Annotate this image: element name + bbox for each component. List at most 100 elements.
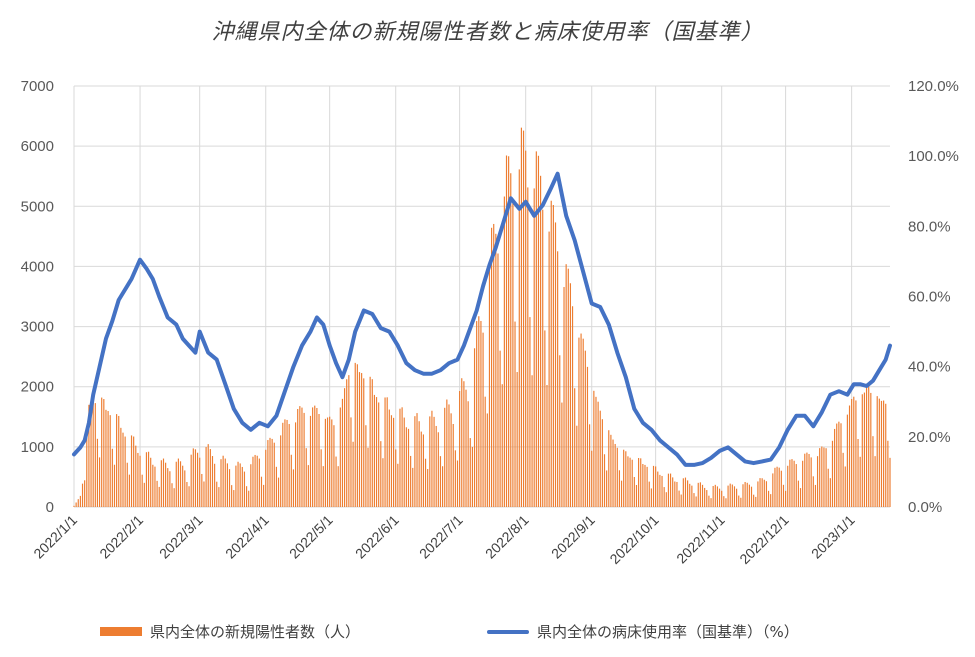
- bar: [150, 457, 152, 507]
- bar: [265, 449, 267, 507]
- bar: [799, 488, 802, 507]
- bar: [827, 468, 829, 507]
- bar: [182, 465, 184, 507]
- bar: [335, 456, 337, 507]
- bar: [723, 496, 725, 507]
- bar: [152, 464, 154, 507]
- bar: [312, 407, 314, 507]
- bar: [107, 411, 109, 507]
- bar: [361, 373, 363, 507]
- bar: [682, 478, 684, 507]
- bar: [644, 464, 646, 507]
- bar: [831, 440, 834, 507]
- bar: [767, 490, 770, 507]
- bar: [763, 479, 765, 507]
- bar: [629, 457, 631, 507]
- bar: [437, 432, 439, 507]
- x-tick-label: 2023/1/1: [808, 512, 858, 562]
- bar: [642, 464, 644, 507]
- bar: [248, 490, 250, 507]
- bar: [706, 490, 708, 507]
- bar: [322, 466, 324, 507]
- bar: [678, 490, 680, 507]
- bar: [846, 414, 848, 507]
- bar: [650, 488, 652, 507]
- y-right-tick-label: 40.0%: [908, 359, 951, 376]
- bar: [791, 459, 793, 507]
- bar: [614, 443, 616, 507]
- bar: [337, 466, 339, 507]
- bar: [738, 495, 740, 507]
- bar: [736, 488, 738, 507]
- bar: [821, 446, 823, 507]
- bar: [286, 419, 288, 507]
- bar: [542, 209, 544, 507]
- bar: [874, 456, 876, 507]
- bar: [416, 413, 418, 507]
- bar: [716, 486, 719, 507]
- bar: [855, 400, 857, 507]
- bar: [256, 455, 258, 507]
- bar: [292, 469, 295, 507]
- bar: [98, 457, 101, 507]
- legend-label-bars: 県内全体の新規陽性者数（人）: [150, 623, 361, 641]
- bar: [175, 461, 177, 507]
- bar: [727, 485, 729, 507]
- bar: [250, 464, 252, 507]
- bar: [324, 418, 326, 507]
- bar: [725, 498, 727, 507]
- bar: [92, 402, 94, 507]
- bar: [133, 436, 135, 507]
- bar: [446, 399, 448, 507]
- bar: [284, 419, 286, 507]
- bar: [646, 466, 648, 507]
- bar: [343, 388, 346, 507]
- bar: [141, 474, 143, 507]
- bar: [697, 482, 699, 507]
- bar: [231, 485, 233, 507]
- y-right-tick-label: 120.0%: [908, 78, 959, 95]
- y-right-tick-label: 60.0%: [908, 289, 951, 306]
- bar: [309, 415, 312, 507]
- bar: [273, 442, 275, 507]
- x-tick-label: 2022/3/1: [156, 512, 206, 562]
- bar: [478, 316, 480, 507]
- bar: [512, 201, 514, 507]
- bar: [263, 484, 265, 507]
- bar: [179, 461, 182, 507]
- bar: [235, 465, 237, 507]
- bar: [392, 417, 395, 507]
- bar: [75, 502, 77, 507]
- bar: [501, 384, 503, 507]
- bar: [461, 378, 463, 507]
- bar: [444, 407, 446, 507]
- bar: [297, 408, 299, 507]
- bar: [535, 151, 537, 507]
- bar: [407, 428, 410, 507]
- bar: [561, 402, 563, 507]
- bar: [243, 471, 246, 507]
- bar: [452, 423, 454, 507]
- bar: [84, 480, 86, 507]
- bar: [525, 150, 527, 508]
- bar: [612, 439, 614, 507]
- bar: [582, 338, 584, 507]
- bar: [883, 400, 885, 507]
- bar: [94, 403, 96, 507]
- bar: [414, 416, 416, 507]
- x-tick-label: 2022/7/1: [416, 512, 466, 562]
- bar: [410, 455, 412, 507]
- bar: [865, 386, 868, 507]
- bar: [789, 459, 791, 507]
- bar: [859, 456, 861, 507]
- bar: [267, 440, 269, 507]
- bar: [493, 223, 495, 508]
- bar: [674, 481, 676, 507]
- bar: [290, 454, 292, 507]
- bar: [397, 463, 399, 507]
- bar: [171, 483, 173, 507]
- bar: [744, 481, 746, 507]
- bar: [529, 317, 531, 507]
- bar: [356, 364, 358, 507]
- bar: [863, 392, 866, 507]
